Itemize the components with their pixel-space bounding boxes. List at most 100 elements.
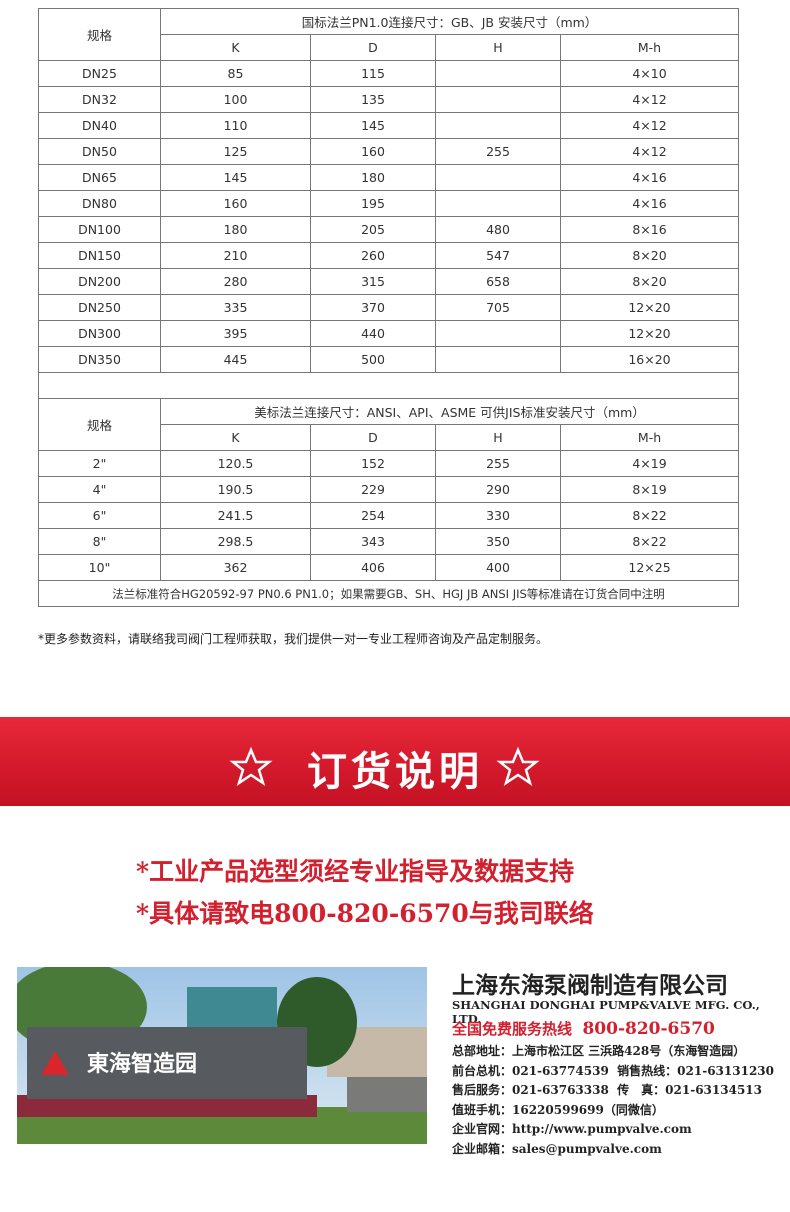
spec-cell: 6" <box>38 502 161 529</box>
value-cell: 440 <box>310 320 436 347</box>
spec-cell: DN40 <box>38 112 161 139</box>
spec-cell: DN80 <box>38 190 161 217</box>
star <box>229 746 273 786</box>
footnote-row: 法兰标准符合HG20592-97 PN0.6 PN1.0；如果需要GB、SH、H… <box>37 580 740 607</box>
value-cell: 290 <box>435 476 561 503</box>
data-row: DN40 110 145 4×12 <box>38 112 739 139</box>
value-cell: 229 <box>310 476 436 503</box>
value-cell: 125 <box>160 138 311 165</box>
value-cell: 480 <box>435 216 561 243</box>
data-row: DN350 445 500 16×20 <box>38 346 739 373</box>
ansi-flange-table: 规格 美标法兰连接尺寸：ANSI、API、ASME 可供JIS标准安装尺寸（mm）… <box>37 398 740 607</box>
data-row: DN250 335 370 705 12×20 <box>38 294 739 321</box>
value-cell: 4×16 <box>560 164 739 191</box>
spec-cell: DN300 <box>38 320 161 347</box>
value-cell: 205 <box>310 216 436 243</box>
value-cell: 8×20 <box>560 242 739 269</box>
table-title: 美标法兰连接尺寸：ANSI、API、ASME 可供JIS标准安装尺寸（mm） <box>159 398 740 425</box>
spec-cell: 8" <box>38 528 161 555</box>
value-cell: 406 <box>310 554 436 581</box>
contact-line: 企业官网：http://www.pumpvalve.com <box>452 1122 692 1136</box>
hotline-number: 800-820-6570 <box>582 1019 715 1039</box>
value-cell: 315 <box>310 268 436 295</box>
value-cell: 343 <box>310 528 436 555</box>
value-cell: 115 <box>310 60 436 87</box>
contact-line: 售后服务：021-63763338 传 真：021-63134513 <box>452 1083 763 1097</box>
value-cell: 145 <box>160 164 311 191</box>
data-row: DN200 280 315 658 8×20 <box>38 268 739 295</box>
value-cell: 195 <box>310 190 436 217</box>
spec-cell: DN100 <box>38 216 161 243</box>
value-cell: 335 <box>160 294 311 321</box>
column-header: M-h <box>560 34 739 61</box>
contact-line: 企业邮箱：sales@pumpvalve.com <box>452 1141 662 1156</box>
banner: 订货说明 <box>0 717 790 806</box>
value-cell: 180 <box>310 164 436 191</box>
data-row: DN65 145 180 4×16 <box>38 164 739 191</box>
column-header: M-h <box>559 424 740 451</box>
value-cell <box>435 60 561 87</box>
value-cell: 12×25 <box>559 554 740 581</box>
value-cell: 110 <box>160 112 311 139</box>
data-row: DN100 180 205 480 8×16 <box>38 216 739 243</box>
value-cell: 260 <box>310 242 436 269</box>
value-cell: 160 <box>160 190 311 217</box>
data-row: DN25 85 115 4×10 <box>38 60 739 87</box>
company-name-en: SHANGHAI DONGHAI PUMP&VALVE MFG. CO., LT… <box>452 998 760 1026</box>
spec-cell: DN50 <box>38 138 161 165</box>
value-cell: 85 <box>160 60 311 87</box>
spec-cell: DN32 <box>38 86 161 113</box>
header-row: 规格 美标法兰连接尺寸：ANSI、API、ASME 可供JIS标准安装尺寸（mm） <box>38 398 740 451</box>
gate <box>347 1077 427 1112</box>
value-cell: 298.5 <box>160 528 311 555</box>
spacer-row <box>38 372 739 399</box>
spec-cell: DN150 <box>38 242 161 269</box>
value-cell: 120.5 <box>160 450 311 477</box>
value-cell: 16×20 <box>560 346 739 373</box>
column-header: H <box>435 424 561 451</box>
value-cell: 152 <box>310 450 436 477</box>
data-row: DN50 125 160 255 4×12 <box>38 138 739 165</box>
value-cell: 12×20 <box>560 320 739 347</box>
header-row: 规格 国标法兰PN1.0连接尺寸：GB、JB 安装尺寸（mm） <box>38 8 739 61</box>
data-row: DN80 160 195 4×16 <box>38 190 739 217</box>
value-cell: 8×22 <box>559 502 740 529</box>
value-cell: 145 <box>310 112 436 139</box>
value-cell: 241.5 <box>160 502 311 529</box>
data-row: DN300 395 440 12×20 <box>38 320 739 347</box>
value-cell: 8×16 <box>560 216 739 243</box>
value-cell <box>435 112 561 139</box>
header-row: K D H M-h <box>39 424 740 451</box>
company-name: 上海东海泵阀制造有限公司 <box>452 973 728 999</box>
value-cell: 400 <box>435 554 561 581</box>
value-cell: 362 <box>160 554 311 581</box>
footnote: 法兰标准符合HG20592-97 PN0.6 PN1.0；如果需要GB、SH、H… <box>37 580 740 607</box>
value-cell: 370 <box>310 294 436 321</box>
spec-header: 规格 <box>38 8 161 61</box>
column-header: D <box>310 34 436 61</box>
value-cell: 255 <box>435 138 561 165</box>
spacer-cell <box>38 372 739 399</box>
value-cell: 8×20 <box>560 268 739 295</box>
value-cell: 280 <box>160 268 311 295</box>
spec-header: 规格 <box>38 398 161 451</box>
value-cell: 350 <box>435 528 561 555</box>
value-cell: 8×19 <box>559 476 740 503</box>
logo <box>41 1051 69 1075</box>
value-cell <box>435 86 561 113</box>
spec-cell: DN200 <box>38 268 161 295</box>
value-cell: 12×20 <box>560 294 739 321</box>
order-note: *具体请致电800-820-6570与我司联络 <box>136 899 594 928</box>
value-cell: 8×22 <box>559 528 740 555</box>
data-row: DN150 210 260 547 8×20 <box>38 242 739 269</box>
value-cell: 705 <box>435 294 561 321</box>
value-cell: 255 <box>435 450 561 477</box>
value-cell: 547 <box>435 242 561 269</box>
value-cell: 160 <box>310 138 436 165</box>
data-row: 8" 298.5 343 350 8×22 <box>38 528 740 555</box>
hotline: 全国免费服务热线 800-820-6570 <box>452 1018 715 1039</box>
value-cell <box>435 320 561 347</box>
value-cell: 4×10 <box>560 60 739 87</box>
header-row: K D H M-h <box>39 34 739 61</box>
